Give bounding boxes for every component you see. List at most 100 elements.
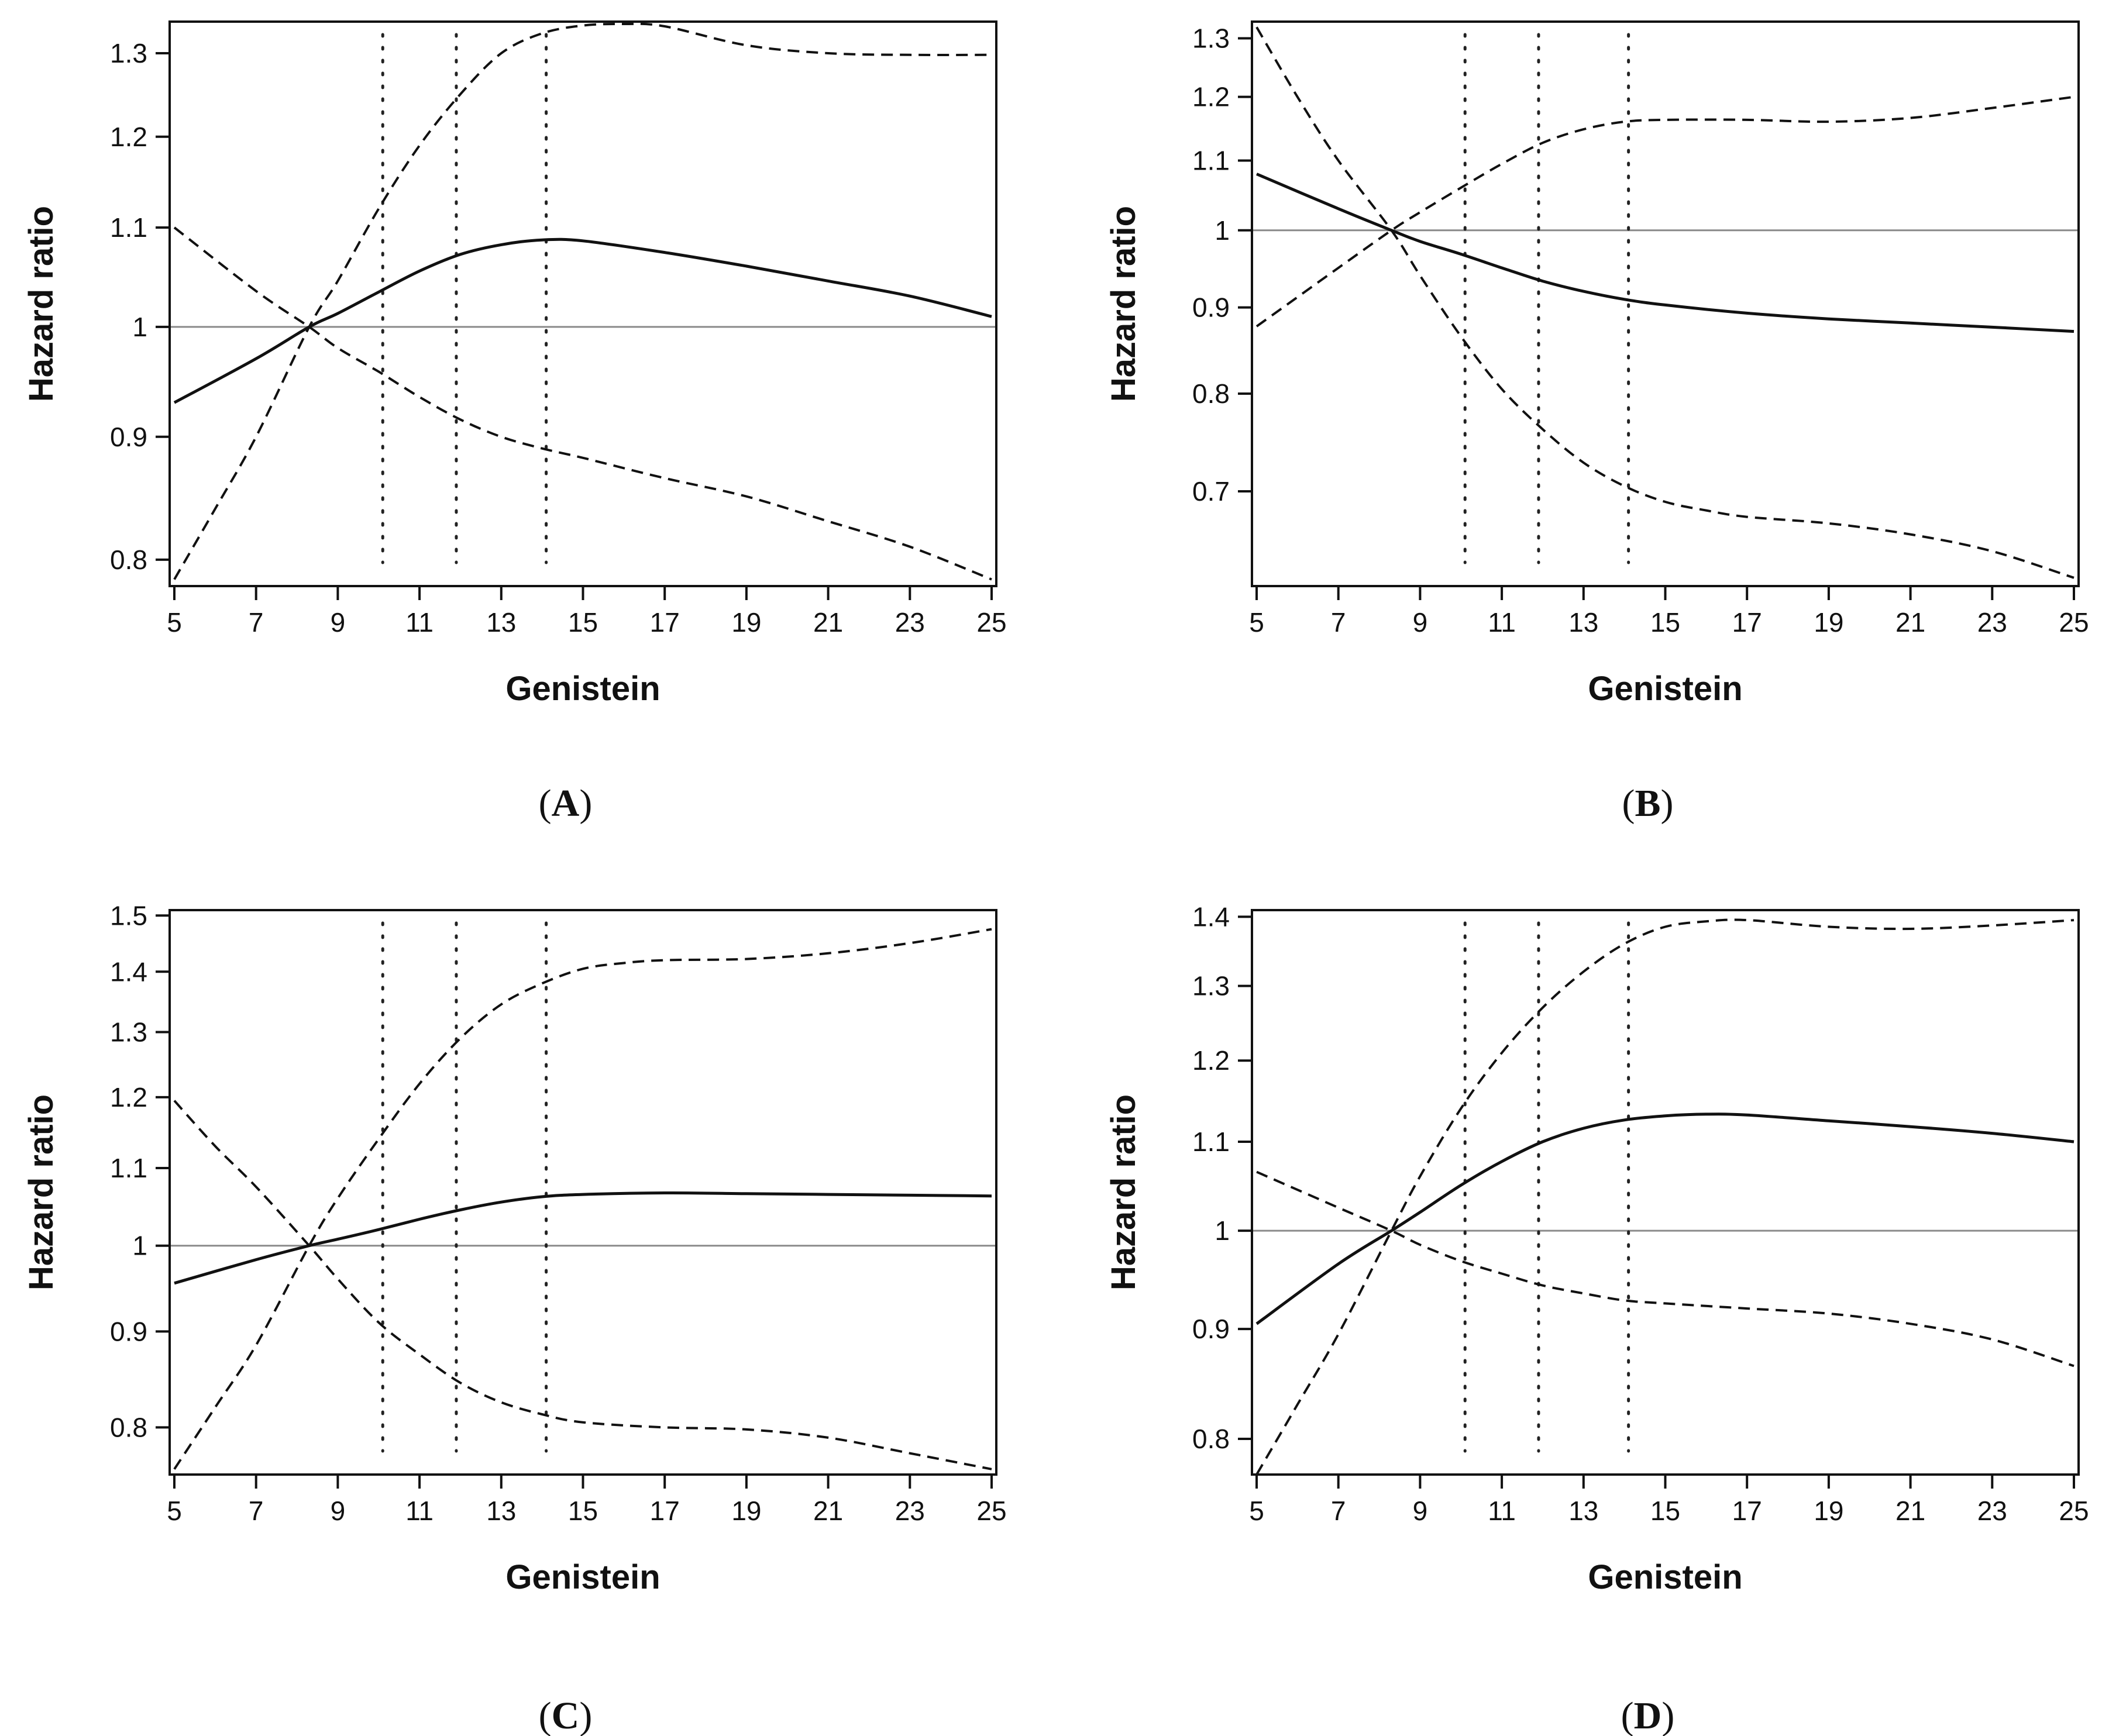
x-tick-label: 13: [486, 607, 516, 638]
x-axis-title: Genistein: [1588, 1558, 1742, 1596]
x-tick-label: 15: [568, 607, 598, 638]
upper-ci-curve: [1255, 918, 2075, 1475]
x-tick-label: 23: [895, 607, 925, 638]
x-axis-title: Genistein: [1588, 670, 1742, 708]
y-tick-label: 0.8: [1192, 378, 1230, 409]
panel-b: 5 7 9 11 13 15 17 19 21 23 25 0.7 0.8 0.9 1 1.1 1.2 1.3 Ge…: [1105, 20, 2089, 825]
panel-label-b: (B): [1622, 782, 1674, 825]
hazard-ratio-curve: [1255, 1112, 2075, 1325]
y-tick-label: 1: [132, 312, 147, 342]
panel-label-a: (A): [539, 782, 593, 825]
y-axis-title: Hazard ratio: [1105, 206, 1143, 402]
x-tick-label: 9: [331, 1496, 346, 1526]
y-tick-label: 0.9: [1192, 1314, 1230, 1344]
x-tick-label: 25: [2059, 1496, 2089, 1526]
panel-letter: B: [1635, 782, 1660, 825]
panel-label-d: (D): [1621, 1694, 1675, 1736]
x-tick-label: 7: [249, 607, 264, 638]
x-tick-label: 11: [405, 607, 434, 638]
x-axis-title: Genistein: [505, 670, 660, 708]
y-tick-label: 1.3: [110, 38, 147, 68]
x-tick-label: 5: [167, 1496, 182, 1526]
x-tick-label: 19: [1814, 607, 1843, 638]
x-tick-label: 21: [1895, 1496, 1925, 1526]
x-tick-label: 23: [895, 1496, 925, 1526]
y-tick-label: 1.2: [110, 122, 147, 152]
y-tick-label: 1.1: [110, 212, 147, 243]
x-tick-label: 7: [1331, 607, 1346, 638]
upper-ci-curve: [173, 928, 992, 1470]
hazard-ratio-curve: [174, 1191, 992, 1285]
x-tick-label: 7: [1331, 1496, 1346, 1526]
plot-frame: [168, 20, 997, 587]
x-tick-label: 13: [1568, 1496, 1598, 1526]
y-tick-label: 1.4: [110, 956, 147, 987]
x-tick-label: 5: [1249, 607, 1264, 638]
x-tick-label: 5: [1249, 1496, 1264, 1526]
x-tick-label: 25: [976, 1496, 1006, 1526]
x-tick-label: 13: [1568, 607, 1598, 638]
x-tick-label: 11: [405, 1496, 434, 1526]
hazard-ratio-curve: [1256, 173, 2075, 333]
panel-letter: D: [1634, 1694, 1662, 1736]
x-tick-label: 11: [1488, 607, 1516, 638]
x-axis-title: Genistein: [505, 1558, 660, 1596]
x-tick-label: 23: [1977, 607, 2007, 638]
y-tick-label: 1.2: [1192, 82, 1230, 112]
plot-frame: [168, 909, 997, 1476]
lower-ci-curve: [1256, 1170, 2075, 1368]
y-tick-label: 1.2: [110, 1082, 147, 1112]
x-tick-label: 23: [1977, 1496, 2007, 1526]
x-tick-label: 9: [1413, 607, 1428, 638]
y-tick-label: 1.3: [1192, 971, 1230, 1001]
y-tick-label: 1.3: [1192, 23, 1230, 54]
x-tick-label: 9: [331, 607, 346, 638]
hazard-ratio-curve: [173, 237, 992, 404]
x-tick-label: 19: [731, 1496, 761, 1526]
x-tick-label: 5: [167, 607, 182, 638]
x-tick-label: 15: [568, 1496, 598, 1526]
y-axis-title: Hazard ratio: [22, 206, 60, 402]
y-axis-title: Hazard ratio: [1105, 1094, 1143, 1290]
x-tick-label: 21: [813, 1496, 843, 1526]
panel-letter: C: [552, 1694, 580, 1736]
x-tick-label: 11: [1488, 1496, 1516, 1526]
x-tick-label: 25: [976, 607, 1006, 638]
y-tick-label: 1.4: [1192, 901, 1230, 932]
y-tick-label: 1.2: [1192, 1045, 1230, 1076]
y-tick-label: 0.7: [1192, 476, 1230, 507]
x-tick-label: 17: [1732, 607, 1762, 638]
x-tick-label: 15: [1650, 607, 1680, 638]
upper-ci-curve: [173, 22, 992, 580]
x-tick-label: 19: [1814, 1496, 1843, 1526]
x-tick-label: 7: [249, 1496, 264, 1526]
y-tick-label: 1.1: [110, 1153, 147, 1183]
x-tick-label: 9: [1413, 1496, 1428, 1526]
lower-ci-curve: [173, 1100, 992, 1470]
x-tick-label: 21: [813, 607, 843, 638]
panel-letter: A: [552, 782, 580, 825]
y-tick-label: 1.1: [1192, 1127, 1230, 1157]
y-tick-label: 0.9: [110, 422, 147, 452]
x-tick-label: 25: [2059, 607, 2089, 638]
y-tick-label: 1: [132, 1231, 147, 1261]
x-tick-label: 13: [486, 1496, 516, 1526]
y-tick-label: 1: [1215, 1215, 1230, 1246]
y-tick-label: 1.1: [1192, 146, 1230, 176]
panel-a: 5 7 9 11 13 15 17 19 21 23 25 0.8 0.9 1 1.1 1.2 1.3 Genis…: [22, 20, 1007, 825]
lower-ci-curve: [1255, 26, 2075, 579]
y-tick-label: 1: [1215, 215, 1230, 246]
upper-ci-curve: [1255, 95, 2075, 328]
y-tick-label: 1.3: [110, 1017, 147, 1047]
y-tick-label: 0.8: [1192, 1424, 1230, 1454]
y-tick-label: 0.8: [110, 545, 147, 575]
x-tick-label: 21: [1895, 607, 1925, 638]
panel-label-c: (C): [539, 1694, 593, 1736]
x-tick-label: 19: [731, 607, 761, 638]
panel-d: 5 7 9 11 13 15 17 19 21 23 25 0.8 0.9 1 1.1 1.2 1.3 1.4 Ge…: [1105, 901, 2089, 1736]
x-tick-label: 17: [650, 1496, 680, 1526]
y-tick-label: 0.9: [110, 1316, 147, 1346]
y-axis-title: Hazard ratio: [22, 1094, 60, 1290]
y-tick-label: 0.8: [110, 1412, 147, 1442]
